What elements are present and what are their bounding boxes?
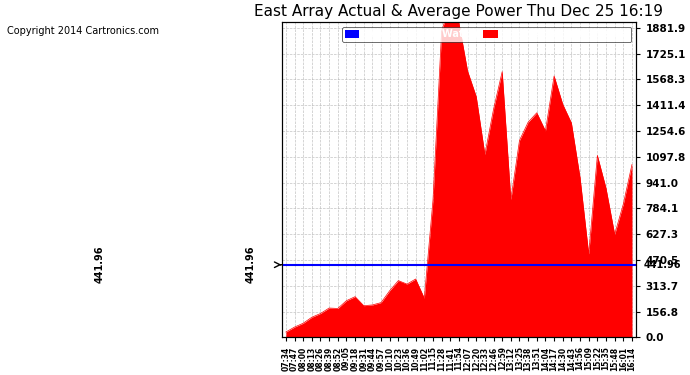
Legend: Average  (DC Watts), East Array  (DC Watts): Average (DC Watts), East Array (DC Watts…	[342, 27, 631, 42]
Text: 441.96: 441.96	[246, 246, 256, 284]
Title: East Array Actual & Average Power Thu Dec 25 16:19: East Array Actual & Average Power Thu De…	[255, 4, 663, 19]
Text: 441.96: 441.96	[94, 246, 104, 284]
Text: 441.96: 441.96	[643, 260, 681, 270]
Text: Copyright 2014 Cartronics.com: Copyright 2014 Cartronics.com	[7, 26, 159, 36]
